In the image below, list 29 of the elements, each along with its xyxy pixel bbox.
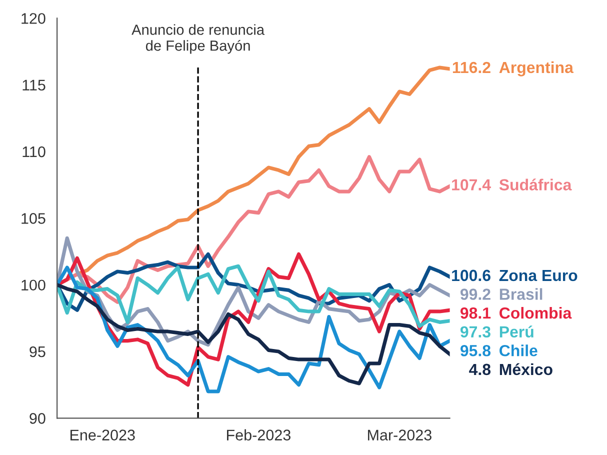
ref-line-label: Anuncio de renuncia de Felipe Bayón [132,24,265,54]
y-tick-label: 120 [22,13,46,24]
text: Brasil [500,288,542,300]
text: Perú [500,326,534,338]
data-label: 97.3 [460,326,490,338]
y-tick-label: 105 [22,213,46,224]
data-label: 116.2 [452,62,490,74]
text: Colombia [500,306,572,319]
data-label: 99.2 [460,288,490,300]
data-label: 98.1 [460,307,491,319]
text: Argentina [499,61,574,76]
x-tick-label: Ene-2023 [70,430,135,440]
data-label: 95.8 [460,345,491,356]
y-tick-label: 115 [22,80,46,91]
text: Chile [500,344,538,356]
text: Sudáfrica [499,178,572,190]
y-tick-label: 95 [30,346,46,358]
line-series [57,283,450,386]
line-series [57,264,450,328]
y-tick-label: 110 [22,146,46,158]
text: México [500,363,552,376]
y-tick-label: 90 [30,413,46,424]
y-tick-label: 100 [22,280,46,291]
x-tick-label: Feb-2023 [227,429,290,440]
data-label: 107.4 [452,179,491,190]
text: Zona Euro [499,270,578,282]
text: 4.8 [469,364,491,376]
x-tick-label: Mar-2023 [368,430,432,440]
data-label: 100.6 [452,270,490,282]
